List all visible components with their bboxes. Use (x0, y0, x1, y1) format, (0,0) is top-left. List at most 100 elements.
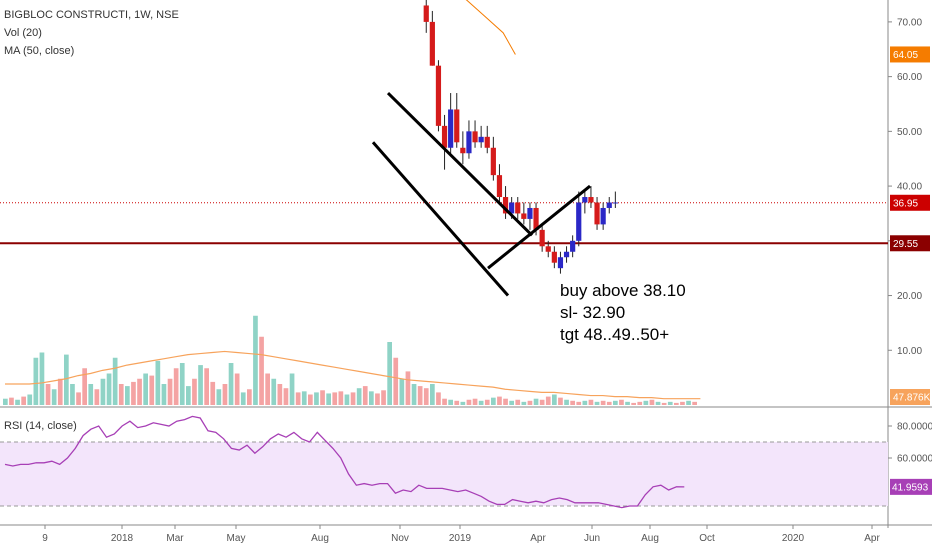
volume-bar (375, 393, 380, 405)
volume-bar (466, 399, 472, 405)
rsi-legend: RSI (14, close) (4, 417, 77, 435)
candle-body (588, 197, 594, 203)
candle-body (448, 109, 454, 148)
volume-bar (320, 390, 325, 405)
volume-bar (179, 363, 185, 405)
candle-body (576, 202, 582, 241)
volume-indicator-label[interactable]: Vol (20) (4, 27, 42, 39)
volume-bar (478, 400, 484, 405)
time-tick-label: 2020 (782, 533, 805, 544)
volume-bar (393, 357, 399, 405)
volume-ma-line (5, 350, 701, 400)
volume-bar (527, 400, 533, 405)
volume-bar (509, 400, 514, 405)
volume-bar (588, 399, 594, 405)
volume-bar (247, 389, 252, 405)
volume-bar (552, 394, 557, 405)
volume-bar (118, 384, 124, 405)
volume-bar (57, 378, 63, 405)
volume-bar (240, 392, 246, 405)
volume-bar (631, 402, 636, 405)
volume-bar (655, 401, 661, 405)
ma-indicator-label[interactable]: MA (50, close) (4, 45, 75, 57)
volume-bar (106, 373, 112, 405)
time-tick-label: Apr (864, 533, 880, 544)
volume-bar (491, 397, 496, 405)
volume-bar (9, 397, 14, 405)
volume-bar (521, 401, 527, 405)
volume-bar (594, 401, 600, 405)
volume-bar (15, 399, 20, 405)
volume-bar (649, 399, 655, 405)
price-badge-label: 36.95 (893, 198, 918, 209)
volume-bar (545, 396, 551, 405)
volume-bar (94, 389, 100, 405)
volume-bar (198, 365, 203, 405)
volume-bar (417, 386, 423, 405)
volume-bar (362, 386, 368, 405)
volume-bar (369, 391, 374, 405)
rsi-tick-label: 60.0000 (897, 454, 932, 465)
rsi-badge-label: 41.9593 (892, 482, 929, 493)
rsi-label[interactable]: RSI (14, close) (4, 420, 77, 432)
channel-lower-line (371, 141, 510, 297)
candle-body (429, 21, 435, 66)
buy-note: buy above 38.10 (560, 281, 686, 300)
volume-bar (143, 373, 148, 405)
volume-bar (625, 401, 630, 405)
volume-bar (326, 393, 331, 405)
ma50-line (465, 0, 516, 55)
volume-bar (186, 386, 191, 405)
candle-body (521, 213, 527, 219)
candle-body (557, 257, 564, 269)
candle-body (582, 197, 588, 203)
price-badge-label: 47.876K (893, 393, 931, 404)
volume-bar (674, 402, 679, 405)
volume-bar (356, 388, 362, 405)
volume-bar (51, 389, 57, 405)
volume-bar (686, 400, 691, 405)
volume-bar (539, 399, 545, 405)
candle-body (539, 229, 545, 247)
volume-bar (45, 384, 51, 405)
volume-bar (88, 384, 94, 405)
volume-bar (472, 398, 478, 405)
time-tick-label: 2019 (449, 533, 472, 544)
candle-body (496, 175, 503, 198)
candle-body (551, 251, 557, 263)
volume-bar (338, 391, 344, 405)
volume-bar (253, 315, 258, 405)
chart-legend: BIGBLOC CONSTRUCTI, 1W, NSE Vol (20) MA … (4, 6, 179, 60)
price-tick-label: 20.00 (897, 291, 922, 302)
candle-body (466, 131, 472, 154)
price-tick-label: 40.00 (897, 182, 922, 193)
volume-bar (283, 388, 289, 405)
volume-bar (216, 389, 222, 405)
candle-body (460, 147, 466, 154)
volume-bar (295, 392, 301, 405)
rsi-tick-label: 80.0000 (897, 422, 932, 433)
price-tick-label: 50.00 (897, 127, 922, 138)
volume-bar (64, 354, 69, 405)
volume-bar (503, 398, 508, 405)
trade-annotation: buy above 38.10 sl- 32.90 tgt 48..49..50… (560, 280, 686, 346)
candle-body (472, 131, 478, 143)
volume-bar (600, 400, 606, 405)
candle-body (533, 207, 539, 230)
volume-bar (33, 357, 39, 405)
time-tick-label: Aug (641, 533, 659, 544)
candle-body (423, 5, 429, 22)
time-tick-label: Apr (530, 533, 546, 544)
volume-bar (76, 392, 81, 405)
candle-body (435, 65, 442, 126)
price-badge-label: 64.05 (893, 50, 918, 61)
volume-bar (460, 401, 466, 405)
candle-body (545, 246, 551, 252)
volume-bar (27, 394, 33, 405)
volume-bar (3, 398, 8, 405)
symbol-title[interactable]: BIGBLOC CONSTRUCTI, 1W, NSE (4, 9, 179, 21)
volume-bar (399, 378, 405, 405)
volume-bar (332, 392, 338, 405)
volume-bar (161, 384, 167, 405)
